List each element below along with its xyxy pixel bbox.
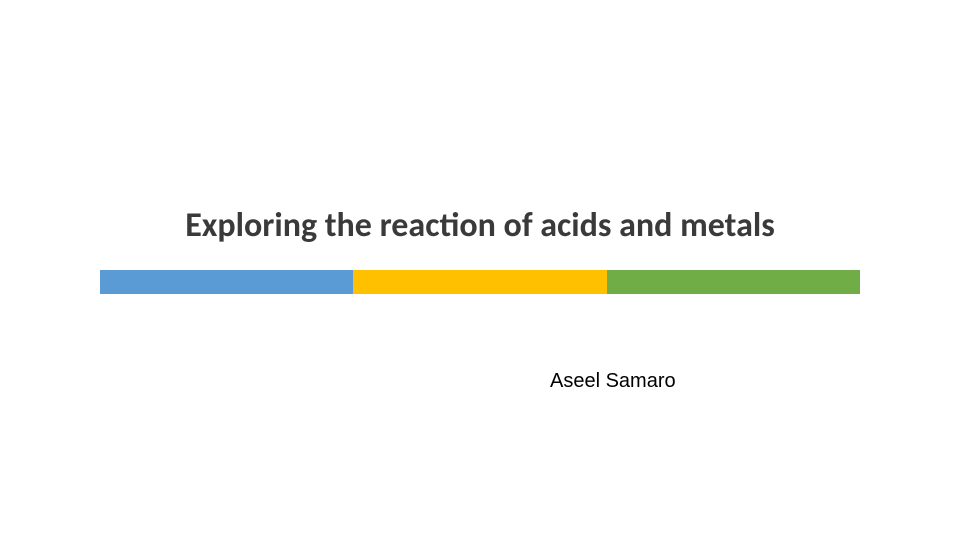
bar-segment-yellow (353, 270, 606, 294)
slide-title: Exploring the reaction of acids and meta… (120, 205, 840, 246)
author-name: Aseel Samaro (550, 370, 676, 393)
decorative-color-bar (100, 270, 860, 294)
bar-segment-blue (100, 270, 353, 294)
slide-container: Exploring the reaction of acids and meta… (0, 0, 960, 540)
bar-segment-green (607, 270, 860, 294)
